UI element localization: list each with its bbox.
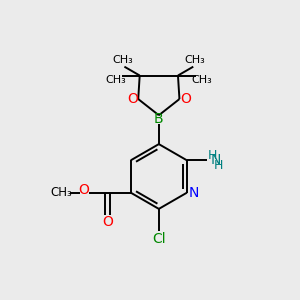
Text: B: B — [154, 112, 164, 126]
Text: Cl: Cl — [152, 232, 166, 246]
Text: CH₃: CH₃ — [192, 75, 212, 85]
Text: CH₃: CH₃ — [184, 55, 205, 65]
Text: O: O — [78, 183, 89, 197]
Text: H: H — [208, 148, 218, 161]
Text: H: H — [214, 159, 224, 172]
Text: N: N — [211, 153, 221, 167]
Text: CH₃: CH₃ — [105, 75, 126, 85]
Text: O: O — [127, 92, 138, 106]
Text: CH₃: CH₃ — [50, 186, 72, 199]
Text: O: O — [102, 215, 113, 229]
Text: O: O — [180, 92, 191, 106]
Text: N: N — [189, 186, 200, 200]
Text: CH₃: CH₃ — [112, 55, 133, 65]
